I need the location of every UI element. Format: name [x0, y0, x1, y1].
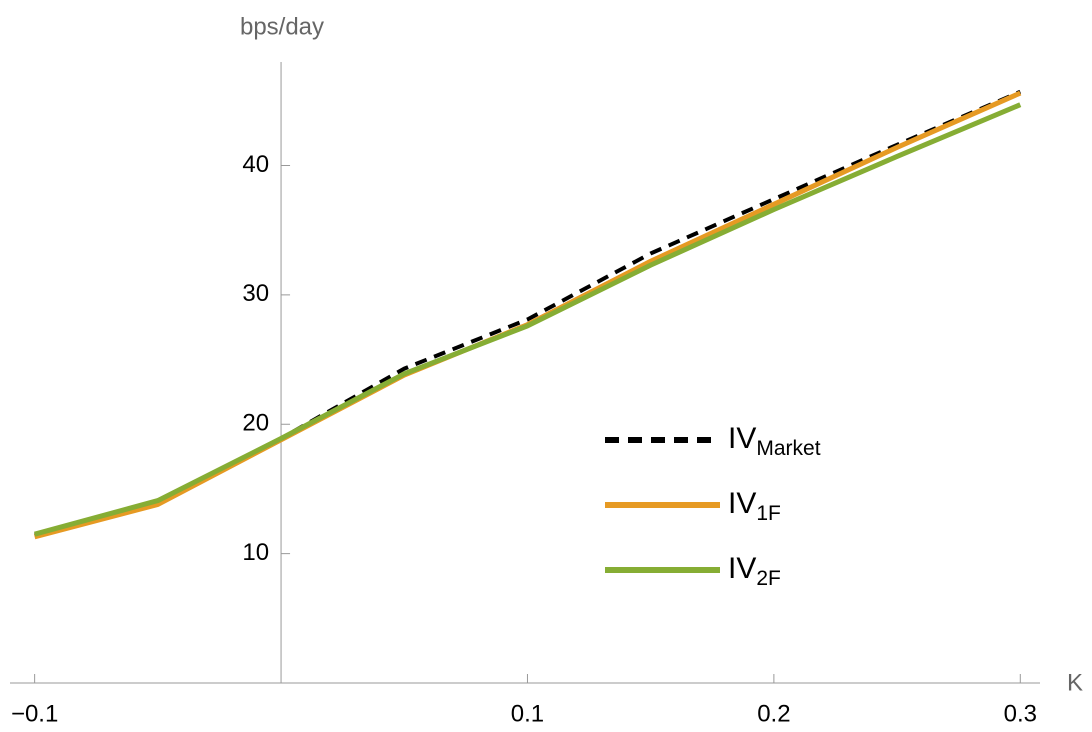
x-tick-label: 0.2	[757, 700, 790, 727]
series-line	[34, 90, 1022, 540]
legend-subscript: 1F	[756, 502, 781, 525]
y-tick-label: 10	[242, 539, 269, 566]
y-tick-label: 30	[242, 280, 269, 307]
y-axis-label: bps/day	[240, 13, 324, 40]
x-tick-label: 0.1	[511, 700, 544, 727]
x-tick-label: 0.3	[1004, 700, 1037, 727]
legend-name: IV	[728, 552, 756, 585]
series-line	[34, 89, 1022, 538]
legend-subscript: Market	[756, 437, 820, 460]
legend-name: IV	[728, 422, 756, 455]
x-tick-label: −0.1	[11, 700, 58, 727]
x-axis-label: K	[1067, 669, 1083, 696]
legend-name: IV	[728, 487, 756, 520]
legend-label: IV1F	[728, 487, 781, 525]
legend-label: IV2F	[728, 552, 781, 590]
series-line	[33, 102, 1022, 537]
y-tick-label: 40	[242, 151, 269, 178]
legend-subscript: 2F	[756, 567, 781, 590]
legend-label: IVMarket	[728, 422, 821, 460]
y-tick-label: 20	[242, 410, 269, 437]
